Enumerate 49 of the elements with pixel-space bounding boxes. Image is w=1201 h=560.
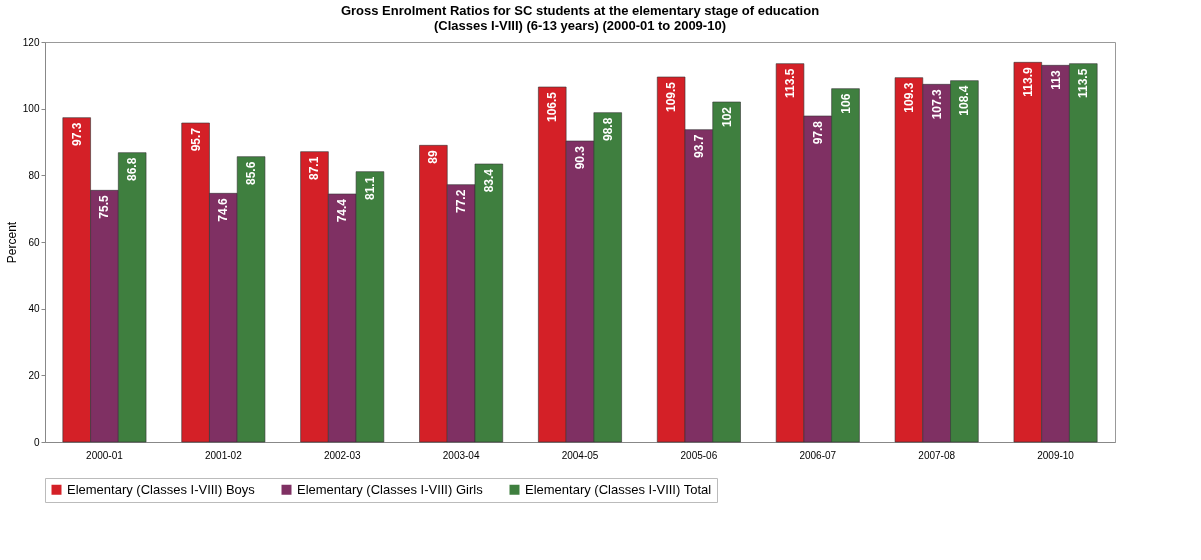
data-label: 89	[426, 150, 441, 164]
text: Gross Enrolment Ratios for SC students at the elementary stage of education	[340, 3, 820, 18]
data-label: 86.8	[125, 157, 140, 182]
data-label: 74.4	[335, 198, 350, 223]
text: (Classes I-VIII) (6-13 years) (2000-01 to 2009-10)	[434, 18, 726, 33]
x-tick-label: 2001-02	[204, 449, 243, 461]
data-label: 106.5	[545, 91, 560, 123]
x-tick-label: 2003-04	[442, 449, 480, 461]
y-tick-label: 0	[33, 436, 40, 448]
data-label: 113.5	[1076, 68, 1091, 99]
data-label: 85.6	[244, 161, 259, 186]
data-label: 93.7	[691, 134, 706, 159]
data-label: 113.9	[1020, 67, 1035, 97]
x-tick-label: 2004-05	[561, 449, 599, 461]
data-label: 97.3	[69, 122, 84, 147]
y-tick-label: 60	[28, 236, 40, 248]
x-tick-label: 2006-07	[799, 449, 837, 461]
x-tick-label: 2007-08	[918, 449, 956, 461]
data-label: 113.5	[783, 68, 798, 99]
data-label: 95.7	[188, 127, 203, 152]
data-label: 83.4	[481, 168, 496, 193]
data-label: 102	[719, 106, 734, 128]
y-tick-label: 40	[28, 303, 40, 315]
y-axis-title: Percent	[4, 221, 19, 264]
x-tick-label: 2009-10	[1037, 449, 1075, 461]
y-tick-label: 100	[22, 103, 40, 115]
x-tick-label: 2005-06	[680, 449, 718, 461]
data-label: 106	[838, 93, 853, 114]
data-label: 75.5	[97, 195, 112, 219]
y-tick-label: 20	[28, 369, 40, 381]
data-label: 81.1	[362, 176, 377, 201]
data-label: 109.3	[901, 82, 916, 113]
legend-label: Elementary (Classes I-VIII) Boys	[67, 481, 256, 497]
y-tick-label: 120	[22, 36, 40, 48]
data-label: 113	[1048, 70, 1063, 90]
legend-label: Elementary (Classes I-VIII) Total	[525, 481, 712, 497]
data-label: 87.1	[307, 156, 322, 181]
x-tick-label: 2000-01	[86, 449, 124, 461]
x-tick-label: 2002-03	[323, 449, 362, 461]
data-label: 77.2	[454, 189, 469, 214]
data-label: 97.8	[810, 120, 825, 145]
data-label: 90.3	[573, 145, 587, 170]
y-tick-label: 80	[28, 169, 40, 181]
data-label: 74.6	[216, 198, 231, 222]
data-label: 107.3	[929, 89, 944, 120]
legend-label: Elementary (Classes I-VIII) Girls	[297, 481, 484, 497]
data-label: 109.5	[664, 81, 679, 113]
data-label: 98.8	[600, 117, 615, 142]
data-label: 108.4	[957, 85, 972, 116]
